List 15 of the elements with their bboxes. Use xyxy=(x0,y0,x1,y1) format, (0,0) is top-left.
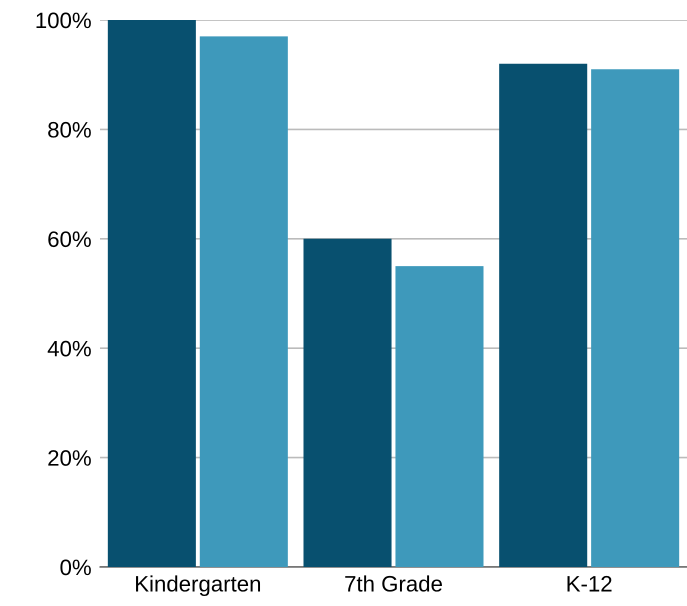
bar xyxy=(591,69,680,567)
x-tick-label: K-12 xyxy=(568,576,612,592)
bar xyxy=(499,64,588,567)
y-tick-label: 20% xyxy=(48,450,91,466)
x-tick-label: 7th Grade xyxy=(345,575,442,592)
bar xyxy=(200,36,288,567)
x-tick-label: Kindergarten xyxy=(136,575,260,596)
y-tick-label: 0% xyxy=(60,560,91,576)
y-tick-label: 40% xyxy=(48,340,91,356)
bar xyxy=(303,238,392,567)
y-tick-label: 100% xyxy=(36,12,91,28)
bar xyxy=(395,266,484,567)
y-tick-label: 60% xyxy=(48,231,91,248)
y-tick-label: 80% xyxy=(48,122,91,138)
bar xyxy=(108,20,196,567)
